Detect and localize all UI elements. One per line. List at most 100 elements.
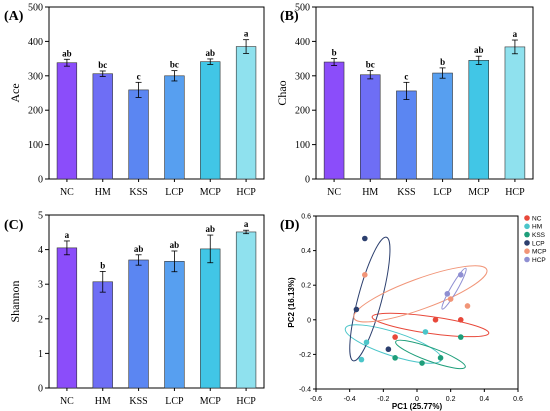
y-tick-label: 0.4 [301, 248, 311, 255]
legend-label: HM [532, 224, 542, 231]
x-tick-label: NC [60, 396, 74, 407]
y-tick-label: 0 [38, 175, 43, 186]
x-tick-label: -0.2 [377, 396, 389, 403]
significance-letter: a [244, 29, 249, 39]
x-axis-label: PC1 (25.77%) [392, 402, 443, 411]
confidence-ellipse [344, 324, 443, 364]
panel-label: (A) [4, 9, 24, 24]
data-point [457, 272, 464, 278]
y-tick-label: 0.2 [301, 283, 311, 290]
panel-label: (B) [280, 9, 299, 24]
x-tick-label: NC [60, 187, 74, 198]
data-point [444, 291, 451, 297]
x-tick-label: 0.6 [513, 396, 523, 403]
legend-marker [524, 256, 530, 263]
y-tick-label: 300 [28, 71, 43, 82]
legend-label: NC [532, 215, 542, 222]
significance-letter: a [65, 230, 70, 240]
significance-letter: ab [134, 244, 144, 254]
x-tick-label: LCP [433, 187, 452, 198]
data-point [457, 334, 464, 340]
y-tick-label: -0.4 [299, 387, 311, 394]
significance-letter: ab [205, 48, 215, 58]
bar [56, 62, 78, 180]
panel-label: (D) [280, 218, 300, 233]
y-tick-label: 500 [295, 3, 310, 14]
data-point [419, 360, 425, 366]
x-tick-label: 0 [415, 396, 419, 403]
bar [360, 74, 381, 180]
legend-label: LCP [532, 240, 545, 247]
significance-letter: ab [474, 45, 484, 55]
x-tick-label: NC [327, 187, 341, 198]
data-point [385, 346, 392, 353]
y-axis-label: Shannon [8, 281, 22, 323]
data-point [362, 235, 368, 242]
x-tick-label: KSS [129, 396, 147, 407]
data-point [432, 317, 439, 323]
y-tick-label: 0.6 [301, 214, 311, 221]
bar [235, 231, 257, 389]
bar-panel: (B) 0 100 200 300 400 500 Chao b NC bc HM c KSS b LCP ab… [275, 3, 534, 198]
x-tick-label: 0.4 [479, 396, 489, 403]
data-point [353, 306, 360, 313]
bar [432, 72, 453, 180]
data-point [358, 356, 365, 363]
legend-label: KSS [532, 232, 546, 239]
bar [92, 281, 113, 389]
plot-frame [315, 6, 534, 180]
data-point [457, 317, 464, 323]
significance-letter: c [404, 71, 408, 81]
y-tick-label: -0.2 [299, 352, 311, 359]
bar [164, 261, 185, 389]
plot-frame [48, 6, 265, 180]
data-point [363, 339, 370, 346]
legend-marker [524, 215, 530, 221]
y-axis-label: PC2 (16.13%) [287, 277, 296, 328]
y-tick-label: 400 [28, 37, 43, 48]
bar [92, 73, 113, 180]
y-tick-label: 3 [38, 280, 43, 291]
x-tick-label: KSS [397, 187, 415, 198]
x-tick-label: HM [95, 396, 111, 407]
legend-label: MCP [532, 249, 546, 256]
significance-letter: bc [98, 60, 107, 70]
x-tick-label: LCP [165, 396, 184, 407]
y-axis-label: Chao [275, 80, 289, 105]
significance-letter: a [244, 219, 249, 229]
y-tick-label: 0 [305, 175, 310, 186]
bar [200, 61, 221, 180]
data-point [437, 355, 444, 361]
y-tick-label: 4 [38, 245, 43, 256]
bar [128, 259, 149, 389]
bar [200, 248, 221, 389]
legend-marker [524, 231, 530, 238]
data-point [464, 303, 471, 309]
significance-letter: b [100, 260, 105, 270]
y-tick-label: 1 [38, 349, 43, 360]
data-point [392, 355, 398, 361]
y-tick-label: 400 [295, 37, 310, 48]
y-tick-label: 0 [38, 384, 43, 395]
y-tick-label: 0 [307, 317, 311, 324]
panel-label: (C) [4, 218, 24, 233]
significance-letter: bc [170, 60, 179, 70]
y-tick-label: 5 [38, 211, 43, 222]
bar [128, 89, 149, 180]
significance-letter: b [332, 48, 337, 58]
bar [396, 90, 417, 180]
significance-letter: ab [62, 48, 72, 58]
x-tick-label: HCP [236, 187, 256, 198]
legend-marker [524, 223, 530, 230]
x-tick-label: LCP [165, 187, 184, 198]
x-tick-label: MCP [200, 396, 222, 407]
y-tick-label: 200 [28, 106, 43, 117]
significance-letter: b [440, 57, 445, 67]
x-tick-label: -0.6 [310, 396, 322, 403]
y-tick-label: 100 [28, 140, 43, 151]
pca-panel: (D) -0.6 -0.4 -0.2 0 0.2 0.4 0.6 -0.4 -0.2 0 0.2 0.4… [280, 214, 546, 411]
x-tick-label: MCP [200, 187, 222, 198]
confidence-ellipse [353, 265, 488, 323]
bar-panel: (C) 0 1 2 3 4 5 Shannon a NC b HM ab KSS ab LCP ab MCP a HC… [4, 211, 265, 407]
